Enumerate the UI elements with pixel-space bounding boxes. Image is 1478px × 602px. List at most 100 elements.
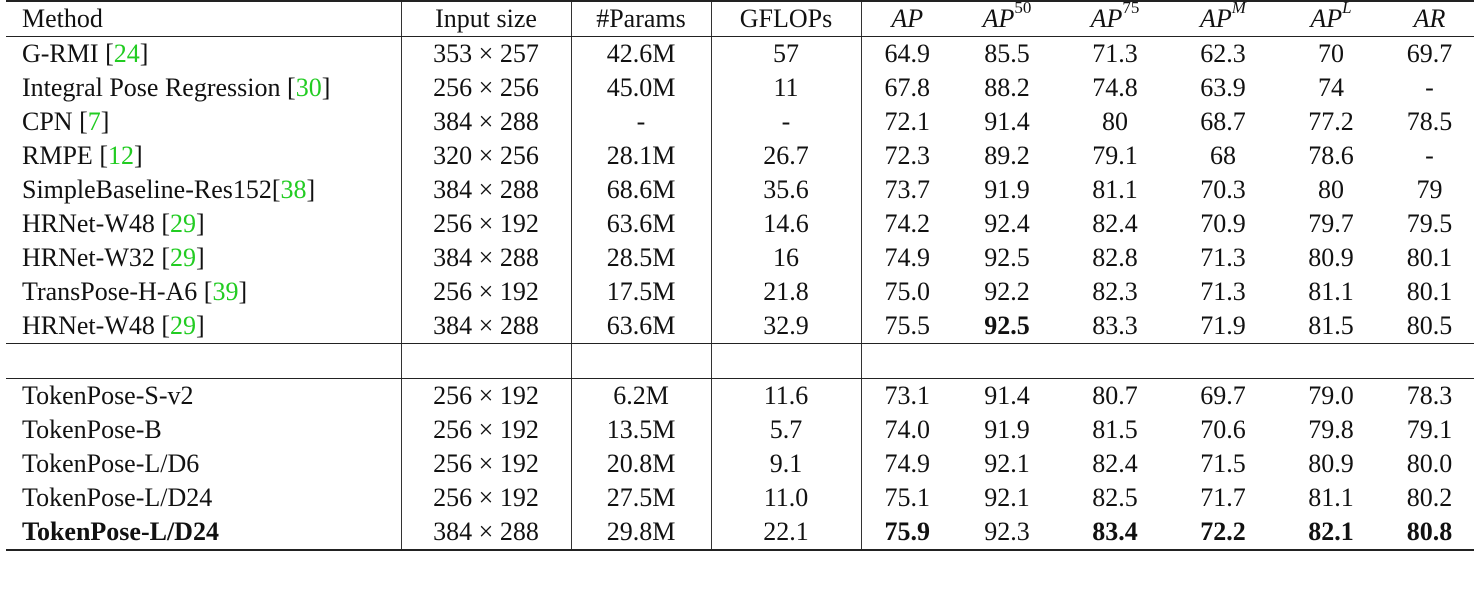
cell-ap-value: 75.0 xyxy=(884,277,931,306)
cell-ap75: 74.8 xyxy=(1061,71,1169,105)
method-name: CPN xyxy=(22,107,80,136)
citation-link[interactable]: 29 xyxy=(170,209,197,238)
cell-ap: 72.3 xyxy=(861,139,953,173)
header-ar-label: AR xyxy=(1413,4,1446,33)
cell-apm-value: 72.2 xyxy=(1200,517,1246,546)
cell-ap75-value: 80.7 xyxy=(1092,381,1138,410)
cell-ap75: 83.3 xyxy=(1061,309,1169,344)
cell-ap: 74.2 xyxy=(861,207,953,241)
cell-apm: 70.6 xyxy=(1169,413,1277,447)
cell-size: 384 × 288 xyxy=(401,241,572,275)
cell-params-value: 27.5M xyxy=(606,483,676,512)
cell-gflops: 14.6 xyxy=(711,207,862,241)
cell-params: 29.8M xyxy=(571,515,712,551)
cell-gflops-value: 9.1 xyxy=(769,449,803,478)
cell-ar-value: 80.5 xyxy=(1406,311,1453,340)
header-method: Method xyxy=(6,0,402,37)
cell-ap: 75.1 xyxy=(861,481,953,515)
baseline-methods-group: G-RMI [24] 353 × 257 42.6M 57 64.9 85.5 71.3 62… xyxy=(6,36,1474,344)
cell-apl-value: 81.1 xyxy=(1308,483,1354,512)
cell-size-value: 256 × 192 xyxy=(433,381,539,410)
cell-ap50-value: 92.1 xyxy=(984,449,1030,478)
cell-gflops-value: 26.7 xyxy=(763,141,809,170)
cell-gflops-value: 32.9 xyxy=(763,311,809,340)
cell-params: 28.5M xyxy=(571,241,712,275)
cell-ap50-value: 88.2 xyxy=(984,73,1030,102)
cell-ap50: 92.5 xyxy=(953,309,1061,344)
cell-params: 27.5M xyxy=(571,481,712,515)
table-row: HRNet-W48 [29] 384 × 288 63.6M 32.9 75.5 92.5… xyxy=(6,309,1474,344)
citation-link[interactable]: 29 xyxy=(170,243,197,272)
cite-close-bracket: ] xyxy=(139,39,149,68)
cell-gflops-value: 11.0 xyxy=(763,483,809,512)
cell-apm: 71.3 xyxy=(1169,275,1277,309)
cell-ap-value: 72.1 xyxy=(884,107,931,136)
method-cell: HRNet-W48 [29] xyxy=(6,309,402,344)
cell-gflops-value: 22.1 xyxy=(763,517,809,546)
cell-size: 256 × 192 xyxy=(401,413,572,447)
citation-link[interactable]: 29 xyxy=(170,311,197,340)
cell-apm-value: 63.9 xyxy=(1200,73,1246,102)
cell-ap75-value: 82.5 xyxy=(1092,483,1138,512)
citation-link[interactable]: 30 xyxy=(295,73,322,102)
cell-size: 384 × 288 xyxy=(401,105,572,139)
citation-link[interactable]: 38 xyxy=(280,175,307,204)
method-name: G-RMI xyxy=(22,39,106,68)
method-name: TransPose-H-A6 xyxy=(22,277,204,306)
cell-apl: 79.7 xyxy=(1277,207,1385,241)
cell-ar: 78.3 xyxy=(1385,379,1474,414)
method-cell: RMPE [12] xyxy=(6,139,402,173)
cell-gflops-value: 35.6 xyxy=(763,175,809,204)
header-apl: APL xyxy=(1277,0,1385,37)
method-name: TokenPose-L/D6 xyxy=(22,449,200,478)
cite-close-bracket: ] xyxy=(238,277,248,306)
table-row: HRNet-W32 [29] 384 × 288 28.5M 16 74.9 92.5 82… xyxy=(6,241,1474,275)
cell-size: 353 × 257 xyxy=(401,36,572,71)
method-cell: HRNet-W32 [29] xyxy=(6,241,402,275)
cell-apl: 80.9 xyxy=(1277,447,1385,481)
header-ap50-base: AP xyxy=(982,4,1015,33)
separator-cell xyxy=(1385,343,1474,379)
cell-apm: 71.9 xyxy=(1169,309,1277,344)
cell-ap: 75.9 xyxy=(861,515,953,551)
cite-close-bracket: ] xyxy=(100,107,110,136)
cell-ap75: 82.5 xyxy=(1061,481,1169,515)
citation-link[interactable]: 24 xyxy=(113,39,140,68)
cell-ap-value: 74.9 xyxy=(884,243,931,272)
header-apm-sup: M xyxy=(1231,0,1246,18)
table-header: Method Input size #Params GFLOPs AP AP50… xyxy=(6,0,1474,37)
cite-close-bracket: ] xyxy=(306,175,316,204)
cell-gflops: 11 xyxy=(711,71,862,105)
cell-gflops: 11.0 xyxy=(711,481,862,515)
cell-size-value: 256 × 256 xyxy=(433,73,539,102)
citation-link[interactable]: 39 xyxy=(212,277,239,306)
cell-ap75: 82.3 xyxy=(1061,275,1169,309)
cell-apm-value: 70.6 xyxy=(1200,415,1246,444)
cell-size-value: 384 × 288 xyxy=(433,243,539,272)
group-separator xyxy=(6,343,1474,379)
method-cell: TokenPose-B xyxy=(6,413,402,447)
cell-ap75-value: 82.4 xyxy=(1092,209,1138,238)
cell-ar-value: 80.1 xyxy=(1406,277,1453,306)
cell-size: 256 × 192 xyxy=(401,275,572,309)
cell-ar: 79.1 xyxy=(1385,413,1474,447)
separator-row xyxy=(6,343,1474,379)
cell-ap50-value: 89.2 xyxy=(984,141,1030,170)
citation-link[interactable]: 12 xyxy=(107,141,134,170)
cell-gflops-value: - xyxy=(781,107,791,136)
cell-gflops-value: 11 xyxy=(773,73,799,102)
citation-link[interactable]: 7 xyxy=(87,107,101,136)
cell-ap75: 71.3 xyxy=(1061,37,1169,72)
cell-ap50: 92.4 xyxy=(953,207,1061,241)
cite-close-bracket: ] xyxy=(196,311,205,340)
cell-ap-value: 74.0 xyxy=(884,415,931,444)
method-cell: TokenPose-L/D24 xyxy=(6,515,402,551)
cell-ap-value: 73.1 xyxy=(884,381,931,410)
cell-apl: 78.6 xyxy=(1277,139,1385,173)
table-row: TokenPose-B 256 × 192 13.5M 5.7 74.0 91.9 81.5… xyxy=(6,413,1474,447)
cell-ar: 79 xyxy=(1385,173,1474,207)
cell-ap75: 82.4 xyxy=(1061,207,1169,241)
cell-ap: 64.9 xyxy=(861,37,953,72)
cell-params-value: 28.5M xyxy=(606,243,676,272)
cell-params: 63.6M xyxy=(571,207,712,241)
